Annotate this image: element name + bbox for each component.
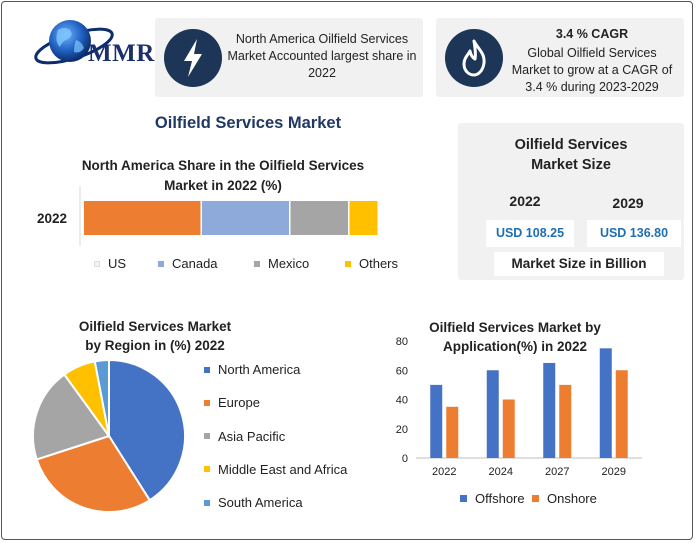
app-chart-title-line-2: Application(%) in 2022	[442, 339, 588, 354]
y-tick-label: 60	[396, 365, 408, 377]
info-card-1-line-2: Market Accounted largest share in	[227, 49, 417, 63]
pie-legend-swatch	[204, 366, 210, 373]
legend-offshore: Offshore	[460, 491, 525, 506]
pie-legend-swatch	[204, 399, 210, 406]
stack-bar-mexico	[290, 201, 348, 235]
value-2029: USD 136.80	[587, 220, 681, 247]
legend-canada-label: Canada	[172, 256, 218, 271]
bar-offshore-2022	[430, 384, 443, 458]
bar-onshore-2029	[615, 370, 628, 458]
legend-offshore-swatch	[460, 495, 467, 503]
legend-onshore-swatch	[532, 495, 539, 503]
pie-legend-label: Europe	[218, 395, 260, 411]
stack-bar-us	[84, 201, 201, 235]
x-tick-label: 2029	[602, 466, 626, 478]
lightning-icon	[164, 29, 222, 87]
info-card-1-line-3: 2022	[308, 66, 336, 80]
y-tick-label: 20	[396, 424, 408, 436]
application-bar-chart: 0 20 40 60 80 2022 2024 2027 2029	[396, 336, 642, 478]
legend-mexico-label: Mexico	[268, 256, 310, 271]
pie-slice-asia-pacific	[32, 373, 111, 461]
pie-legend-label: Middle East and Africa	[218, 461, 348, 477]
legend-us-label: US	[108, 256, 127, 271]
info-card-2-line-1: Global Oilfield Services	[527, 46, 657, 60]
bar-onshore-2022	[446, 406, 459, 458]
bar-offshore-2024	[486, 370, 499, 458]
chart1-title-line-2: Market in 2022 (%)	[164, 178, 282, 193]
legend-canada: Canada	[158, 256, 218, 271]
legend-us: US	[94, 256, 126, 271]
legend-mexico-swatch	[254, 260, 260, 267]
market-size-card: Oilfield Services Market Size 2022 2029 …	[458, 123, 684, 280]
pie-legend-label: Asia Pacific	[218, 428, 286, 444]
market-size-footer: Market Size in Billion	[494, 252, 664, 276]
info-card-largest-share: North America Oilfield Services Market A…	[155, 18, 423, 97]
legend-canada-swatch	[158, 260, 164, 267]
pie-legend-europe: Europe	[204, 395, 260, 410]
legend-others: Others	[345, 256, 398, 271]
pie-legend-label: South America	[218, 495, 303, 511]
pie-title-line-2: by Region in (%) 2022	[85, 338, 225, 353]
stack-category-label: 2022	[37, 211, 67, 226]
y-tick-label: 40	[396, 395, 408, 407]
year-2022-label: 2022	[509, 193, 541, 209]
pie-legend-swatch	[204, 466, 210, 473]
pie-legend-middle-east-and-africa: Middle East and Africa	[204, 462, 347, 477]
bar-offshore-2029	[599, 348, 612, 458]
bar-onshore-2027	[559, 384, 572, 458]
legend-others-swatch	[345, 260, 351, 267]
info-card-1-line-1: North America Oilfield Services	[235, 32, 409, 46]
legend-offshore-label: Offshore	[475, 491, 525, 506]
pie-legend-north-america: North America	[204, 362, 300, 377]
x-tick-label: 2027	[545, 466, 569, 478]
pie-legend-swatch	[204, 433, 210, 440]
market-size-title-line-2: Market Size	[531, 157, 611, 173]
mmr-logo: MMR	[30, 14, 160, 74]
bar-offshore-2027	[543, 362, 556, 458]
legend-onshore-label: Onshore	[547, 491, 597, 506]
legend-onshore: Onshore	[532, 491, 597, 506]
globe-icon	[34, 20, 114, 65]
chart1-title-line-1: North America Share in the Oilfield Serv…	[81, 158, 365, 173]
flame-icon	[445, 29, 503, 87]
y-tick-label: 0	[402, 453, 408, 465]
north-america-share-chart: 2022	[37, 186, 378, 246]
cagr-title: 3.4 % CAGR	[555, 27, 629, 41]
market-size-title-line-1: Oilfield Services	[514, 137, 628, 153]
pie-legend-label: North America	[218, 362, 301, 377]
pie-legend-swatch	[204, 499, 210, 506]
legend-others-label: Others	[359, 256, 399, 271]
x-tick-label: 2022	[432, 466, 456, 478]
logo-text: MMR	[88, 40, 155, 67]
app-chart-title-line-1: Oilfield Services Market by	[429, 320, 601, 335]
main-title: Oilfield Services Market	[154, 114, 342, 132]
pie-slice-europe	[35, 434, 152, 513]
pie-title-line-1: Oilfield Services Market	[78, 319, 232, 334]
info-card-2-line-3: 3.4 % during 2023-2029	[525, 80, 659, 94]
region-pie-chart	[32, 358, 186, 513]
y-tick-label: 80	[396, 336, 408, 348]
bar-onshore-2024	[502, 399, 515, 458]
pie-legend-south-america: South America	[204, 495, 303, 510]
x-tick-label: 2024	[489, 466, 513, 478]
pie-legend-asia-pacific: Asia Pacific	[204, 429, 285, 444]
value-2022: USD 108.25	[486, 220, 574, 247]
year-2029-label: 2029	[612, 195, 644, 211]
info-card-2-line-2: Market to grow at a CAGR of	[511, 63, 673, 77]
legend-mexico: Mexico	[254, 256, 309, 271]
info-card-cagr: 3.4 % CAGR Global Oilfield Services Mark…	[436, 18, 684, 97]
stack-bar-others	[349, 201, 378, 235]
pie-slice-south-america	[93, 358, 110, 437]
stack-bar-canada	[202, 201, 289, 235]
legend-us-swatch	[94, 260, 100, 267]
